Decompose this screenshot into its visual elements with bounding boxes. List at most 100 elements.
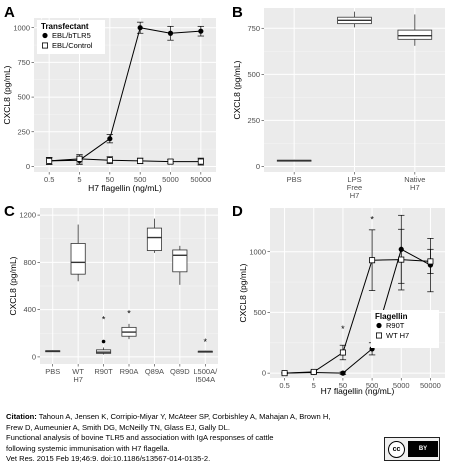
chart-c-x-tick-label: Q89D bbox=[170, 367, 190, 376]
chart-a-legend-label: EBL/Control bbox=[52, 41, 93, 50]
chart-d-series-line bbox=[284, 248, 431, 374]
chart-c-x-tick-label-part: WT bbox=[72, 367, 84, 376]
chart-d-y-tick-label: 500 bbox=[253, 308, 266, 317]
chart-b-box-body bbox=[397, 29, 433, 40]
chart-a-x-tick-label: 0.5 bbox=[44, 175, 54, 184]
chart-c-y-tick-label: 400 bbox=[23, 305, 36, 314]
chart-d-x-tick-label-part: 5 bbox=[312, 381, 316, 390]
chart-c-x-tick-label: R90T bbox=[94, 367, 113, 376]
chart-c-x-tick-label-part: H7 bbox=[73, 375, 83, 384]
chart-b-x-tick-label-part: Native bbox=[404, 175, 425, 184]
chart-d-legend-title: Flagellin bbox=[375, 312, 408, 321]
chart-c: 0 400 800 1200 PBS WT H7 R90T R90A Q89A Q89D L500A/… bbox=[8, 208, 218, 384]
chart-a-legend-box bbox=[37, 20, 105, 54]
license-by-label: BY bbox=[418, 445, 428, 452]
chart-d-x-tick-label-part: 0.5 bbox=[279, 381, 289, 390]
chart-d-significance-marker: * bbox=[341, 324, 345, 334]
panel-letter-d: D bbox=[232, 203, 243, 220]
chart-a-x-tick-label: 5 bbox=[77, 175, 81, 184]
chart-c-box bbox=[70, 224, 86, 282]
chart-d-x-tick-label-part: 50000 bbox=[420, 381, 441, 390]
chart-a-y-tick-label: 250 bbox=[17, 127, 30, 136]
chart-b-x-tick-label-part: Free bbox=[347, 183, 362, 192]
chart-c-x-tick-label-part: R90A bbox=[120, 367, 139, 376]
chart-d-x-tick-label: 5000 bbox=[393, 381, 410, 390]
chart-a-point bbox=[167, 158, 174, 165]
citation-line: Frew D, Aumeunier A, Smith DG, McNeilly … bbox=[6, 422, 230, 432]
chart-c-box bbox=[172, 245, 188, 285]
chart-d-y-tick-label: 1000 bbox=[249, 247, 266, 256]
chart-a-legend-label: EBL/bTLR5 bbox=[52, 31, 91, 40]
chart-c-box bbox=[146, 218, 162, 253]
chart-d-y-axis-title: CXCL8 (pg/mL) bbox=[238, 263, 248, 322]
chart-b-y-tick-label: 750 bbox=[247, 24, 260, 33]
chart-b-box bbox=[397, 14, 433, 46]
chart-c-x-tick-label: WT H7 bbox=[72, 367, 84, 384]
citation-line: Citation: Tahoun A, Jensen K, Corripio-M… bbox=[6, 412, 384, 423]
chart-d-point bbox=[369, 257, 376, 264]
chart-a-legend-title: Transfectant bbox=[41, 22, 89, 31]
chart-a-point bbox=[46, 157, 53, 164]
chart-d-x-axis-title: H7 flagellin (ng/mL) bbox=[321, 386, 395, 396]
chart-d-legend-box bbox=[371, 310, 439, 348]
cc-by-license-badge[interactable]: cc BY bbox=[384, 437, 440, 461]
citation-line: Vet Res. 2015 Feb 19;46:9. doi:10.1186/s… bbox=[6, 454, 211, 464]
chart-d-x-tick-label: 0.5 bbox=[279, 381, 289, 390]
chart-b-x-tick-label-part: PBS bbox=[287, 175, 302, 184]
chart-a-point bbox=[137, 25, 143, 31]
chart-b-y-tick-label: 250 bbox=[247, 116, 260, 125]
chart-d-x-tick-label: 500 bbox=[366, 381, 379, 390]
chart-c-y-axis-title: CXCL8 (pg/mL) bbox=[8, 256, 18, 315]
chart-d-point bbox=[339, 349, 346, 356]
citation-authors: Tahoun A, Jensen K, Corripio-Miyar Y, Mc… bbox=[38, 412, 331, 421]
chart-a-x-tick-label-part: 5 bbox=[77, 175, 81, 184]
panel-letter-b: B bbox=[232, 4, 243, 21]
chart-b-box bbox=[276, 159, 312, 162]
chart-a-legend-key bbox=[42, 42, 49, 49]
chart-d-significance-marker: * bbox=[370, 215, 374, 225]
chart-a-x-tick-label-part: 50 bbox=[106, 175, 114, 184]
chart-c-box-body bbox=[172, 249, 188, 273]
chart-a-x-tick-label-part: 50000 bbox=[190, 175, 211, 184]
chart-b-x-tick-label-part: H7 bbox=[350, 191, 360, 200]
chart-d: 0 500 1000 0.5 5 50 500 5000 50000 CXCL8 (pg/mL) H… bbox=[238, 208, 445, 396]
panel-letter-a: A bbox=[4, 4, 15, 21]
chart-a-point bbox=[107, 136, 113, 142]
attribution-icon: BY bbox=[408, 441, 438, 457]
chart-a-series-line bbox=[49, 27, 201, 162]
chart-c-x-tick-label-part: R90T bbox=[94, 367, 113, 376]
chart-d-legend-key bbox=[375, 332, 382, 339]
chart-d-x-tick-label: 5 bbox=[312, 381, 316, 390]
chart-c-significance-marker: * bbox=[204, 337, 208, 347]
chart-d-x-tick-label-part: 500 bbox=[366, 381, 379, 390]
chart-a-point bbox=[137, 157, 144, 164]
chart-b-y-axis-title: CXCL8 (pg/mL) bbox=[232, 60, 242, 119]
chart-c-box bbox=[45, 350, 61, 353]
chart-c-x-tick-label-part: PBS bbox=[45, 367, 60, 376]
chart-b-x-tick-label: PBS bbox=[287, 175, 302, 184]
chart-c-box-body bbox=[70, 243, 86, 275]
chart-a-y-axis-title: CXCL8 (pg/mL) bbox=[2, 65, 12, 124]
chart-a-legend-key bbox=[42, 32, 48, 39]
chart-a-y-tick-label: 750 bbox=[17, 58, 30, 67]
chart-d-x-tick-label-part: 5000 bbox=[393, 381, 410, 390]
chart-c-y-tick-label: 1200 bbox=[19, 211, 36, 220]
chart-c-box bbox=[197, 350, 213, 353]
chart-c-y-tick-label: 800 bbox=[23, 258, 36, 267]
chart-a-point bbox=[197, 158, 204, 165]
chart-a-x-axis-title: H7 flagellin (ng/mL) bbox=[88, 183, 162, 193]
chart-d-x-tick-label-part: 50 bbox=[339, 381, 347, 390]
chart-d-y-tick-label: 0 bbox=[262, 369, 266, 378]
chart-d-series-line bbox=[284, 259, 431, 374]
chart-c-x-tick-label-part: Q89A bbox=[145, 367, 164, 376]
chart-c-y-tick-label: 0 bbox=[32, 353, 36, 362]
chart-c-x-tick-label: R90A bbox=[120, 367, 139, 376]
chart-c-x-tick-label-part: Q89D bbox=[170, 367, 190, 376]
chart-b-box bbox=[337, 11, 372, 28]
chart-a-y-tick-label: 0 bbox=[26, 162, 30, 171]
citation-line: following systemic immunisation with H7 … bbox=[6, 443, 170, 453]
